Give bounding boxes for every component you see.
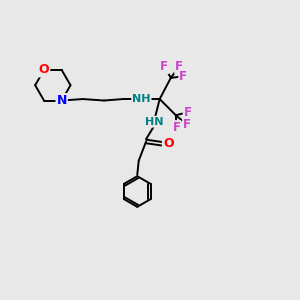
Text: F: F bbox=[160, 60, 168, 73]
Text: N: N bbox=[56, 94, 67, 107]
Text: HN: HN bbox=[145, 117, 164, 127]
Text: F: F bbox=[175, 60, 183, 73]
Text: F: F bbox=[179, 70, 187, 83]
Text: F: F bbox=[183, 118, 191, 131]
Text: F: F bbox=[172, 121, 180, 134]
Text: O: O bbox=[39, 63, 49, 76]
Text: F: F bbox=[184, 106, 192, 119]
Text: NH: NH bbox=[132, 94, 151, 104]
Text: O: O bbox=[163, 137, 173, 150]
